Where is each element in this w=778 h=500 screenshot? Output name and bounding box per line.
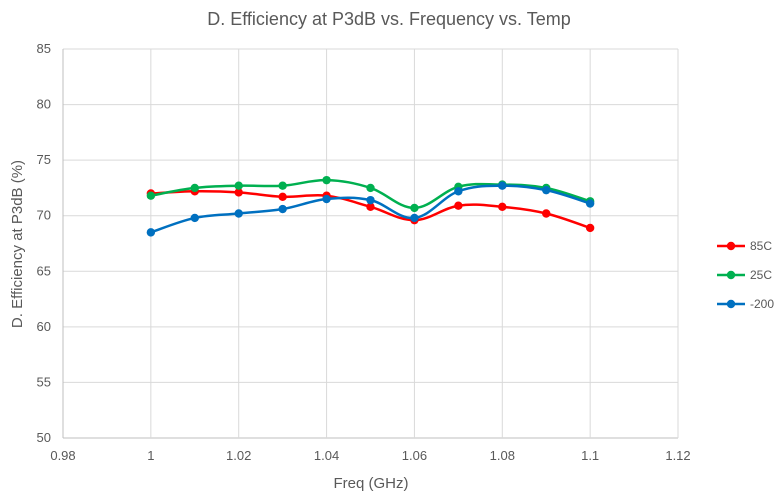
legend-label: 85C <box>750 239 772 253</box>
legend-item: 25C <box>717 268 772 282</box>
data-point <box>366 202 375 212</box>
data-point <box>278 204 287 214</box>
y-tick-label: 50 <box>37 430 51 445</box>
tick-labels: 50 55 60 65 70 75 80 85 0.98 1 1.02 1.04 1.06 1.08 1.1… <box>37 41 691 463</box>
y-tick-label: 60 <box>37 319 51 334</box>
data-point <box>454 201 463 210</box>
data-point <box>410 213 419 223</box>
x-axis-title: Freq (GHz) <box>334 475 409 492</box>
grid <box>62 48 679 439</box>
data-point <box>366 195 375 205</box>
series-85C <box>146 187 595 233</box>
chart-title: D. Efficiency at P3dB vs. Frequency vs. … <box>207 9 571 29</box>
x-tick-label: 1.06 <box>402 448 427 463</box>
legend-item: -200 <box>717 297 774 311</box>
data-point <box>542 209 551 218</box>
data-point <box>146 228 156 237</box>
x-tick-label: 1.08 <box>490 448 515 463</box>
series--200 <box>146 181 595 237</box>
series <box>146 175 595 237</box>
data-point <box>542 185 551 195</box>
data-point <box>278 181 287 190</box>
legend-marker <box>726 299 736 309</box>
legend-label: -200 <box>750 297 774 311</box>
x-tick-label: 1 <box>147 448 154 463</box>
legend-label: 25C <box>750 268 772 282</box>
x-tick-label: 0.98 <box>50 448 75 463</box>
data-point <box>190 183 199 193</box>
x-tick-label: 1.02 <box>226 448 251 463</box>
data-point <box>234 209 243 218</box>
data-point <box>366 183 375 193</box>
data-point <box>322 194 331 204</box>
y-tick-label: 55 <box>37 374 51 389</box>
y-axis-title: D. Efficiency at P3dB (%) <box>9 160 26 328</box>
y-tick-label: 80 <box>37 97 51 112</box>
data-point <box>585 199 595 208</box>
x-tick-label: 1.12 <box>665 448 690 463</box>
data-point <box>498 202 507 212</box>
legend: 85C 25C -200 <box>717 239 774 311</box>
data-point <box>585 223 595 233</box>
y-tick-label: 65 <box>37 263 51 278</box>
data-point <box>234 188 243 197</box>
data-point <box>278 192 287 202</box>
data-point <box>410 203 419 213</box>
data-point <box>454 187 463 196</box>
x-tick-label: 1.1 <box>581 448 599 463</box>
data-point <box>190 213 199 223</box>
data-point <box>498 181 507 190</box>
legend-marker <box>726 270 736 280</box>
data-point <box>146 191 156 200</box>
y-tick-label: 75 <box>37 152 51 167</box>
y-tick-label: 85 <box>37 41 51 56</box>
legend-item: 85C <box>717 239 772 253</box>
data-point <box>322 175 331 185</box>
y-tick-label: 70 <box>37 208 51 223</box>
x-tick-label: 1.04 <box>314 448 339 463</box>
data-point <box>234 181 243 190</box>
legend-marker <box>726 241 736 251</box>
